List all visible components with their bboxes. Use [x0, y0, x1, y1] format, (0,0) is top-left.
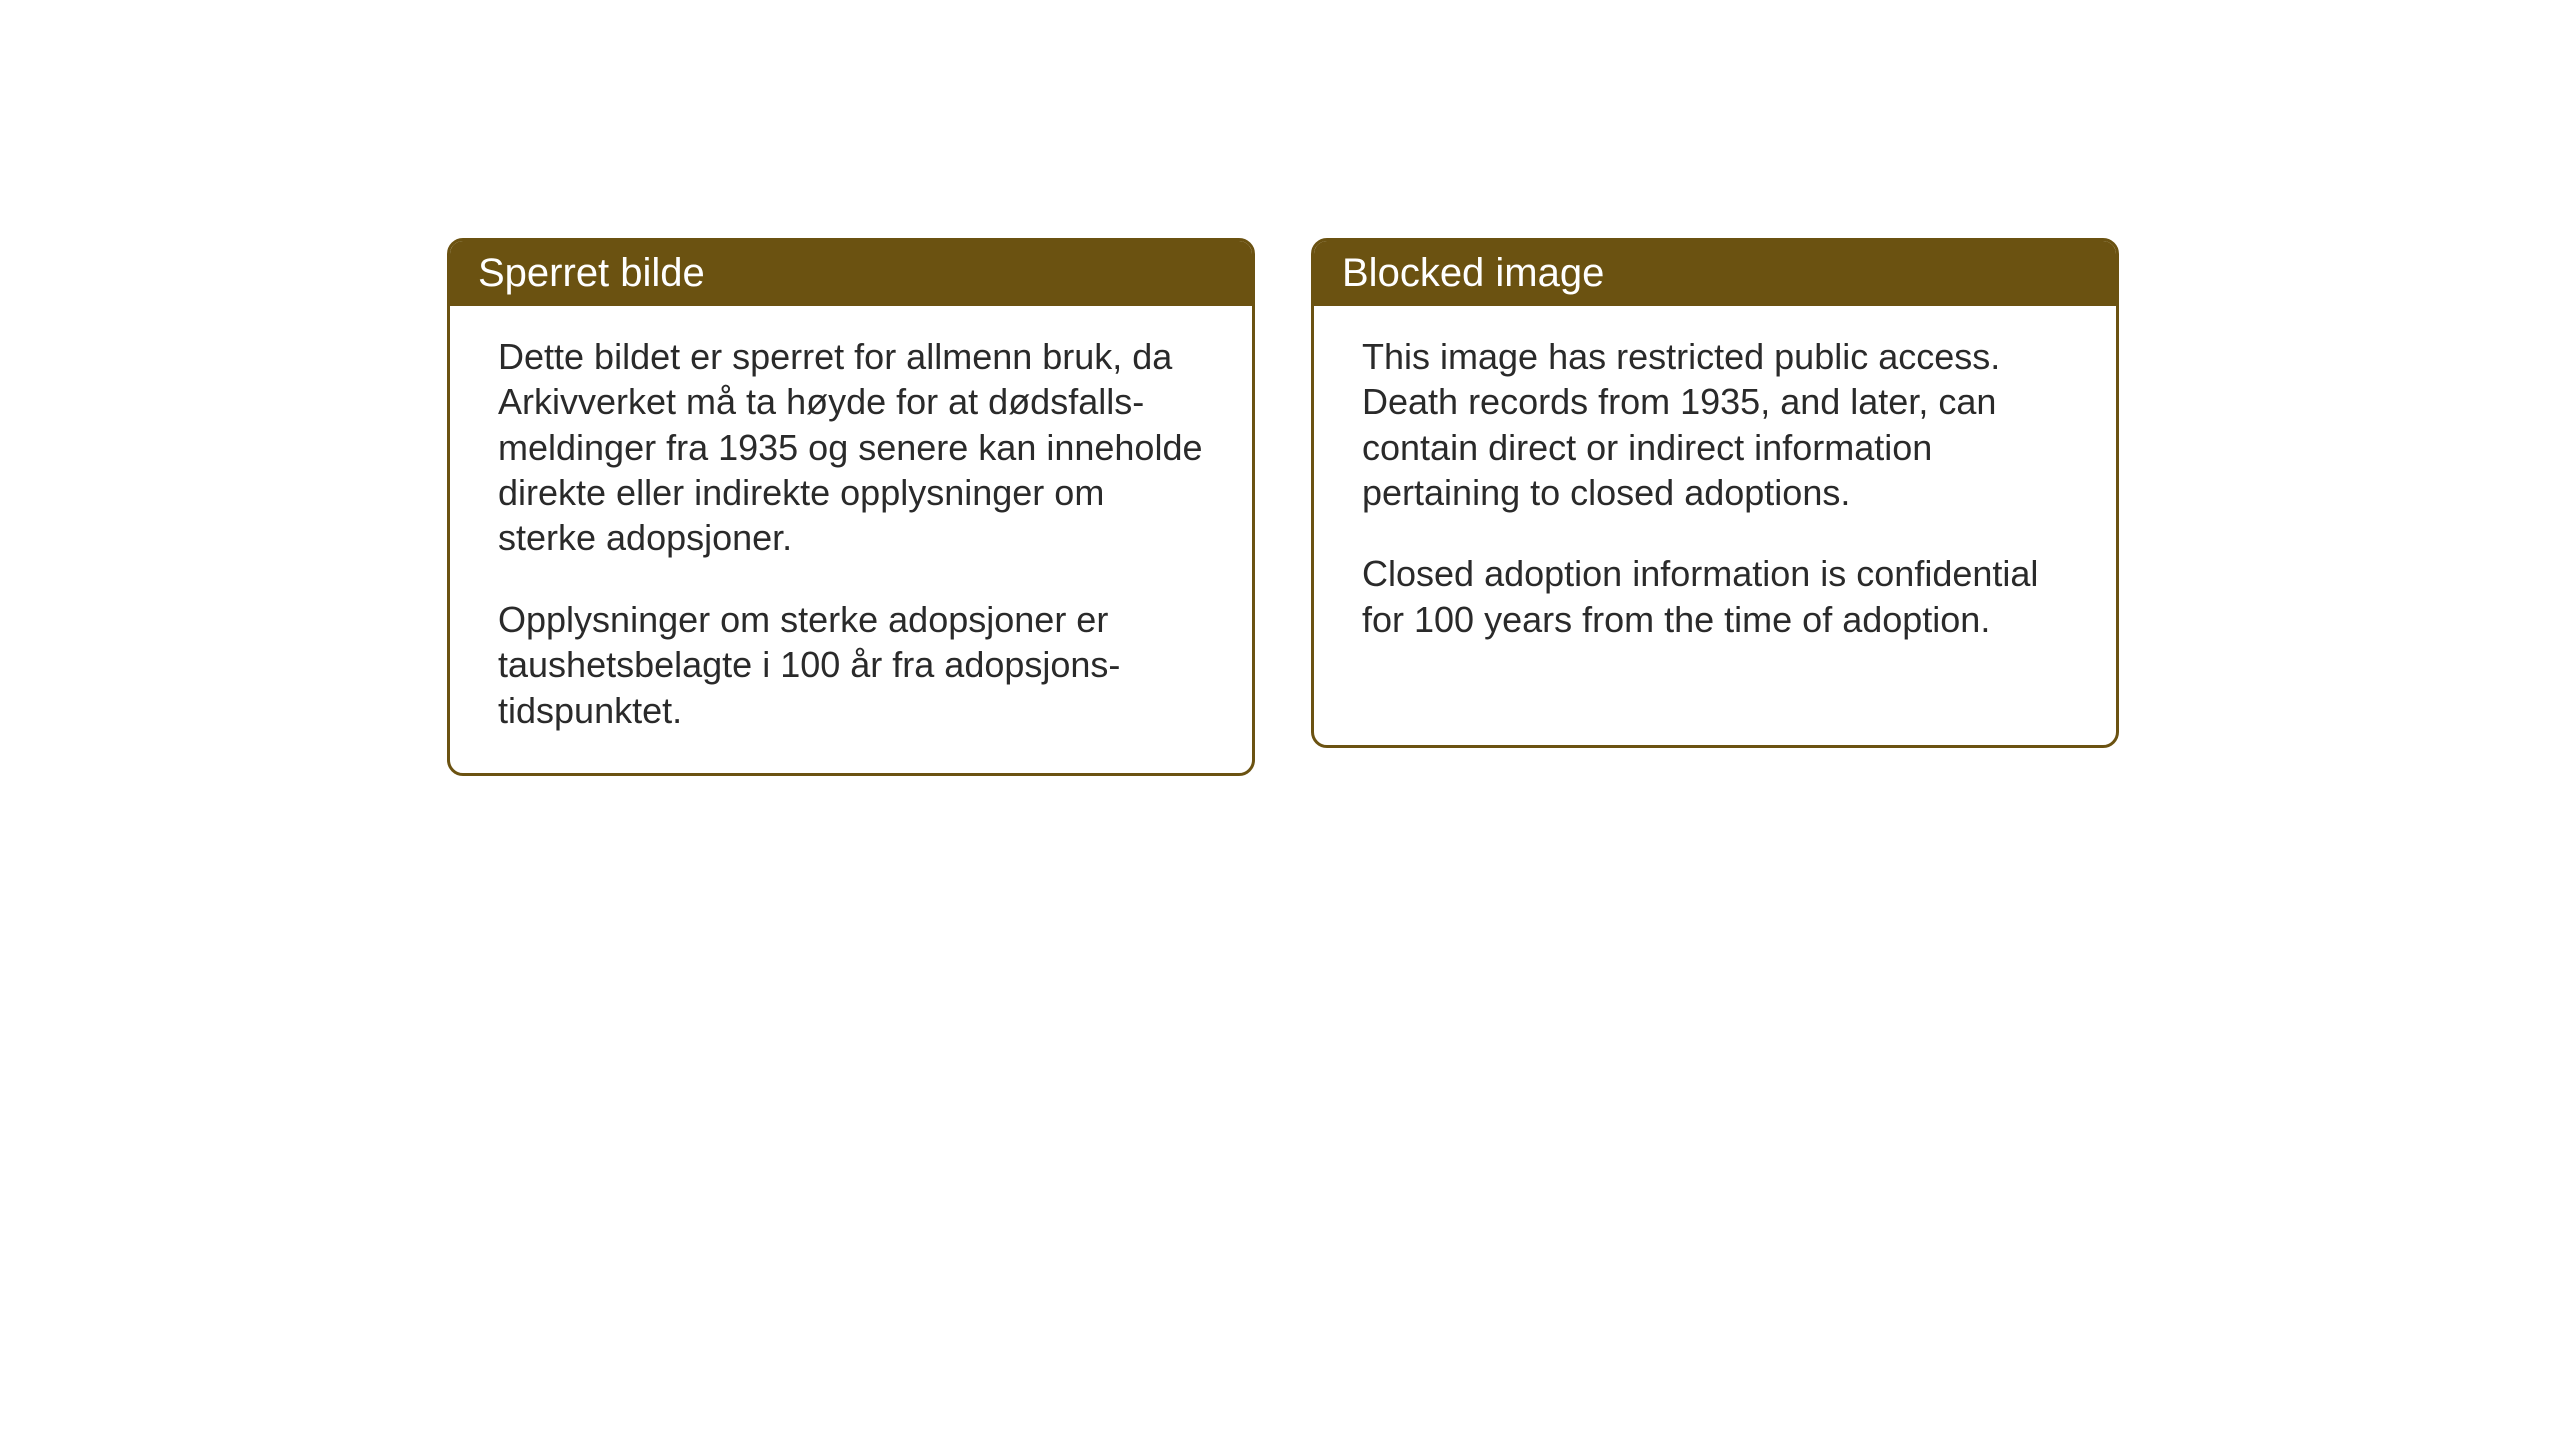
norwegian-notice-title: Sperret bilde: [450, 241, 1252, 306]
norwegian-paragraph-2: Opplysninger om sterke adopsjoner er tau…: [498, 597, 1204, 733]
english-notice-body: This image has restricted public access.…: [1314, 306, 2116, 682]
notice-container: Sperret bilde Dette bildet er sperret fo…: [447, 238, 2119, 776]
norwegian-notice-box: Sperret bilde Dette bildet er sperret fo…: [447, 238, 1255, 776]
english-notice-box: Blocked image This image has restricted …: [1311, 238, 2119, 748]
english-paragraph-1: This image has restricted public access.…: [1362, 334, 2068, 515]
english-paragraph-2: Closed adoption information is confident…: [1362, 551, 2068, 642]
norwegian-notice-body: Dette bildet er sperret for allmenn bruk…: [450, 306, 1252, 773]
english-notice-title: Blocked image: [1314, 241, 2116, 306]
norwegian-paragraph-1: Dette bildet er sperret for allmenn bruk…: [498, 334, 1204, 561]
